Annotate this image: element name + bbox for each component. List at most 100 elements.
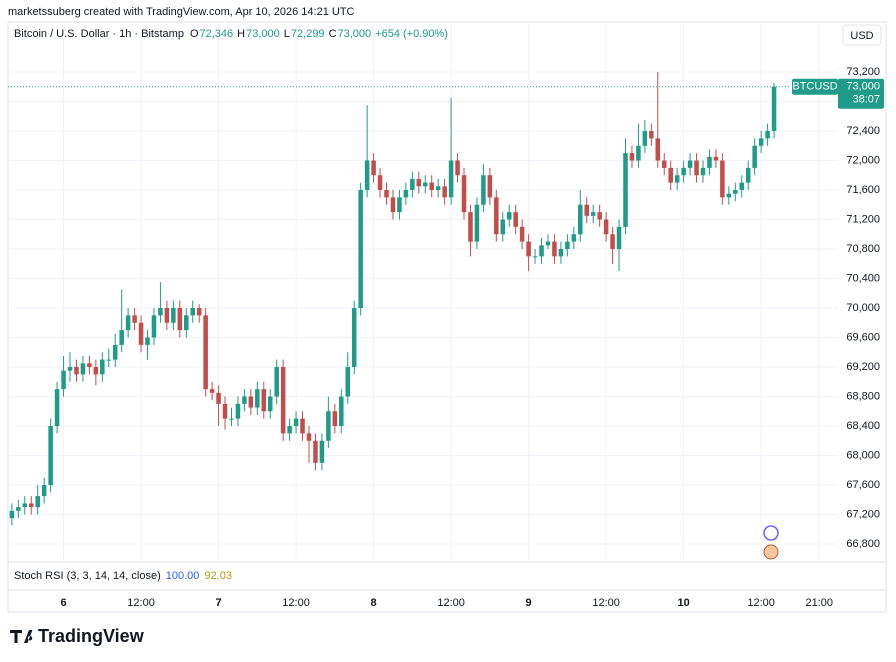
candle-body [326,411,331,441]
icon[interactable] [763,544,779,560]
candle-body [707,156,712,168]
currency-label: USD [850,30,873,42]
legend-value: 72,346 [200,28,234,40]
candle-body [222,403,228,419]
candle-body [539,245,544,257]
candle-body [629,153,635,161]
candle-body [410,178,415,191]
candle-body [584,204,589,216]
y-tick-label: 71,600 [846,184,880,196]
candle-body [526,241,531,257]
candle-body [642,131,648,146]
candle-body [752,145,757,168]
candle-body [590,212,596,216]
countdown-text: 38:07 [852,94,880,106]
candle-body [158,308,163,316]
candle-body [571,234,577,242]
icon[interactable] [763,525,779,541]
x-tick-label: 12:00 [437,597,465,609]
candle-body [448,160,454,198]
frame [7,21,887,613]
candle-body [339,396,344,427]
candle-body [687,160,693,168]
candle-body [41,485,47,497]
candle-body [351,308,357,368]
x-tick-label: 12:00 [282,597,310,609]
candle-body [506,212,512,220]
candle-body [48,426,53,486]
candle-body [16,507,21,511]
candle-body [293,418,299,427]
candle-body [255,389,260,408]
candle-body [726,193,732,198]
candle-body [274,367,279,397]
candle-body [661,160,667,168]
legend-value: 72,299 [291,28,325,40]
candle-body [461,175,467,213]
candle-body [481,175,486,205]
candle-body [242,396,247,404]
candle-body [319,440,325,463]
candle-body [61,370,66,390]
candle-body [235,403,241,419]
price-tag-text: 73,000 [846,81,880,93]
candle-body [112,344,118,360]
candle-body [700,167,706,176]
symbol-tag [792,78,838,95]
ohlc-legend: O 72,346 H 73,000 L 72,299 C 73,000 +654 (+0.90%… [190,28,448,40]
candle-body [674,175,680,183]
candle-body [184,315,189,331]
candle-body [500,219,506,235]
x-tick-label: 12:00 [127,597,155,609]
candle-body [306,433,312,441]
candle-body [261,389,267,412]
logo-text: TradingView [38,626,145,646]
candle-body [771,86,777,132]
candle-body [93,367,99,375]
candle-body [565,241,570,250]
candle-body [597,212,602,220]
candle-body [694,160,699,176]
y-tick-label: 70,800 [846,243,880,255]
candle-body [390,197,396,213]
candle-body [545,241,551,246]
candle-body [138,322,144,345]
candle-body [100,359,105,375]
candle-body [22,503,28,508]
candle-body [54,389,60,427]
indicator-label: Stoch RSI (3, 3, 14, 14, close) [14,570,161,582]
candle-body [435,186,441,191]
candle-body [384,190,389,198]
candle-body [765,131,770,139]
chart-title: Bitcoin / U.S. Dollar · 1h · Bitstamp [14,28,184,40]
candle-body [132,315,137,323]
candle-body [681,167,686,176]
candle-body [300,418,305,434]
credit: marketssuberg created with TradingView.c… [8,6,355,18]
candle-body [190,308,195,316]
candle-body [216,392,221,404]
symbol-tag-text: BTCUSD [792,81,837,93]
candle-body [739,182,745,191]
candle-body [267,396,273,412]
y-tick-label: 72,000 [846,154,880,166]
candle-body [287,426,292,434]
y-tick-label: 69,600 [846,331,880,343]
candle-body [578,204,583,235]
x-tick-label: 9 [526,597,532,609]
legend-key: O [190,28,199,40]
candle-body [164,308,170,323]
candle-body [532,256,538,258]
candle-body [636,145,641,161]
candle-body [397,197,402,213]
candle-body [519,226,525,242]
y-tick-label: 68,400 [846,420,880,432]
legend-value: 73,000 [338,28,372,40]
candle-body [177,308,183,331]
candle-body [603,219,609,235]
currency-button[interactable] [842,24,882,46]
candle-body [610,234,615,250]
legend-key: C [329,28,337,40]
candle-body [248,396,254,408]
